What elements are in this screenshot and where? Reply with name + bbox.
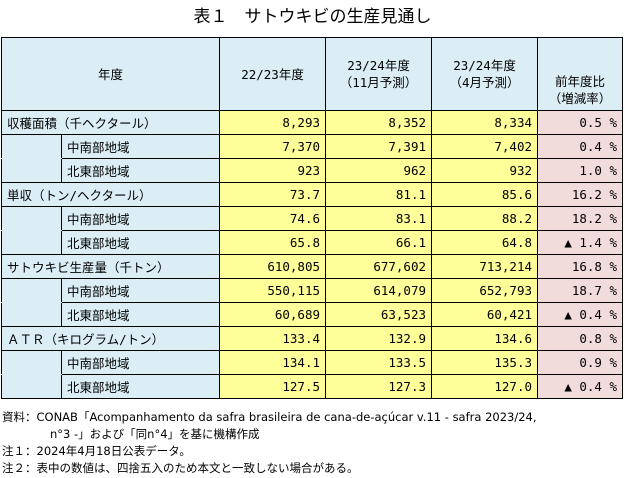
value-cell: 8,334 [431, 110, 539, 135]
table-row: 北東部地域 60,689 63,523 60,421 ▲ 0.4 % [1, 302, 624, 327]
change-cell: 18.2 % [537, 206, 624, 231]
change-cell: 0.9 % [537, 350, 624, 375]
table-row: 中南部地域 550,115 614,079 652,793 18.7 % [1, 278, 624, 303]
value-cell: 610,805 [219, 254, 327, 279]
group-label: サトウキビ生産量（千トン） [0, 254, 221, 279]
value-cell: 677,602 [325, 254, 433, 279]
table-row: 北東部地域 923 962 932 1.0 % [1, 158, 624, 183]
sugarcane-production-table: 年度 22/23年度 23/24年度 （11月予測） 23/24年度 （4月予測） … [0, 37, 624, 399]
indent-cell [1, 134, 62, 159]
indent-cell [1, 278, 62, 303]
value-cell: 65.8 [219, 230, 327, 255]
region-label: 北東部地域 [60, 374, 221, 399]
indent-cell [1, 350, 62, 375]
value-cell: 134.1 [219, 350, 327, 375]
change-cell: ▲ 0.4 % [537, 374, 624, 399]
group-label: ＡＴＲ（キログラム/トン） [0, 326, 221, 351]
header-row: 年度 22/23年度 23/24年度 （11月予測） 23/24年度 （4月予測） … [0, 37, 624, 111]
change-cell: 0.5 % [537, 110, 624, 135]
change-cell: 0.4 % [537, 134, 624, 159]
indent-cell [1, 206, 62, 231]
value-cell: 127.3 [325, 374, 433, 399]
indent-cell [1, 374, 62, 399]
value-cell: 83.1 [325, 206, 433, 231]
value-cell: 652,793 [431, 278, 539, 303]
change-cell: 18.7 % [537, 278, 624, 303]
value-cell: 135.3 [431, 350, 539, 375]
value-cell: 132.9 [325, 326, 433, 351]
table-row: サトウキビ生産量（千トン） 610,805 677,602 713,214 16.8 % [0, 254, 624, 279]
table-row: 収穫面積（千ヘクタール） 8,293 8,352 8,334 0.5 % [0, 110, 624, 135]
table-row: 単収（トン/ヘクタール） 73.7 81.1 85.6 16.2 % [0, 182, 624, 207]
value-cell: 932 [431, 158, 539, 183]
value-cell: 962 [325, 158, 433, 183]
table-row: 中南部地域 74.6 83.1 88.2 18.2 % [1, 206, 624, 231]
value-cell: 85.6 [431, 182, 539, 207]
region-label: 中南部地域 [60, 206, 221, 231]
value-cell: 64.8 [431, 230, 539, 255]
value-cell: 8,293 [219, 110, 327, 135]
group-label: 単収（トン/ヘクタール） [0, 182, 221, 207]
source-note: 資料：CONAB「Acompanhamento da safra brasile… [2, 410, 537, 424]
value-cell: 73.7 [219, 182, 327, 207]
change-cell: ▲ 1.4 % [537, 230, 624, 255]
value-cell: 88.2 [431, 206, 539, 231]
region-label: 中南部地域 [60, 134, 221, 159]
region-label: 中南部地域 [60, 278, 221, 303]
header-col3: 23/24年度 （4月予測） [431, 37, 539, 111]
value-cell: 63,523 [325, 302, 433, 327]
note-1: 注１：2024年4月18日公表データ。 [2, 444, 191, 458]
group-label: 収穫面積（千ヘクタール） [0, 110, 221, 135]
indent-cell [1, 302, 62, 327]
header-col4: 前年度比 （増減率） [537, 37, 624, 111]
value-cell: 127.0 [431, 374, 539, 399]
value-cell: 127.5 [219, 374, 327, 399]
change-cell: 1.0 % [537, 158, 624, 183]
value-cell: 8,352 [325, 110, 433, 135]
table-row: 中南部地域 134.1 133.5 135.3 0.9 % [1, 350, 624, 375]
value-cell: 713,214 [431, 254, 539, 279]
region-label: 北東部地域 [60, 230, 221, 255]
header-col2: 23/24年度 （11月予測） [325, 37, 433, 111]
value-cell: 81.1 [325, 182, 433, 207]
table-row: ＡＴＲ（キログラム/トン） 133.4 132.9 134.6 0.8 % [0, 326, 624, 351]
header-year: 年度 [0, 37, 221, 111]
note-2: 注２：表中の数値は、四捨五入のため本文と一致しない場合がある。 [2, 461, 359, 475]
value-cell: 60,689 [219, 302, 327, 327]
region-label: 北東部地域 [60, 302, 221, 327]
region-label: 中南部地域 [60, 350, 221, 375]
change-cell: 16.2 % [537, 182, 624, 207]
indent-cell [1, 230, 62, 255]
table-row: 北東部地域 65.8 66.1 64.8 ▲ 1.4 % [1, 230, 624, 255]
value-cell: 74.6 [219, 206, 327, 231]
value-cell: 60,421 [431, 302, 539, 327]
value-cell: 614,079 [325, 278, 433, 303]
change-cell: ▲ 0.4 % [537, 302, 624, 327]
change-cell: 16.8 % [537, 254, 624, 279]
value-cell: 7,391 [325, 134, 433, 159]
value-cell: 7,402 [431, 134, 539, 159]
value-cell: 66.1 [325, 230, 433, 255]
source-note-cont: n°3 -」および「同n°4」を基に機構作成 [50, 427, 260, 441]
table-row: 中南部地域 7,370 7,391 7,402 0.4 % [1, 134, 624, 159]
value-cell: 134.6 [431, 326, 539, 351]
value-cell: 133.4 [219, 326, 327, 351]
change-cell: 0.8 % [537, 326, 624, 351]
header-col1: 22/23年度 [219, 37, 327, 111]
indent-cell [1, 158, 62, 183]
table-row: 北東部地域 127.5 127.3 127.0 ▲ 0.4 % [1, 374, 624, 399]
value-cell: 7,370 [219, 134, 327, 159]
value-cell: 133.5 [325, 350, 433, 375]
notes: 資料：CONAB「Acompanhamento da safra brasile… [2, 409, 622, 477]
region-label: 北東部地域 [60, 158, 221, 183]
value-cell: 923 [219, 158, 327, 183]
value-cell: 550,115 [219, 278, 327, 303]
table-title: 表１ サトウキビの生産見通し [193, 7, 432, 27]
